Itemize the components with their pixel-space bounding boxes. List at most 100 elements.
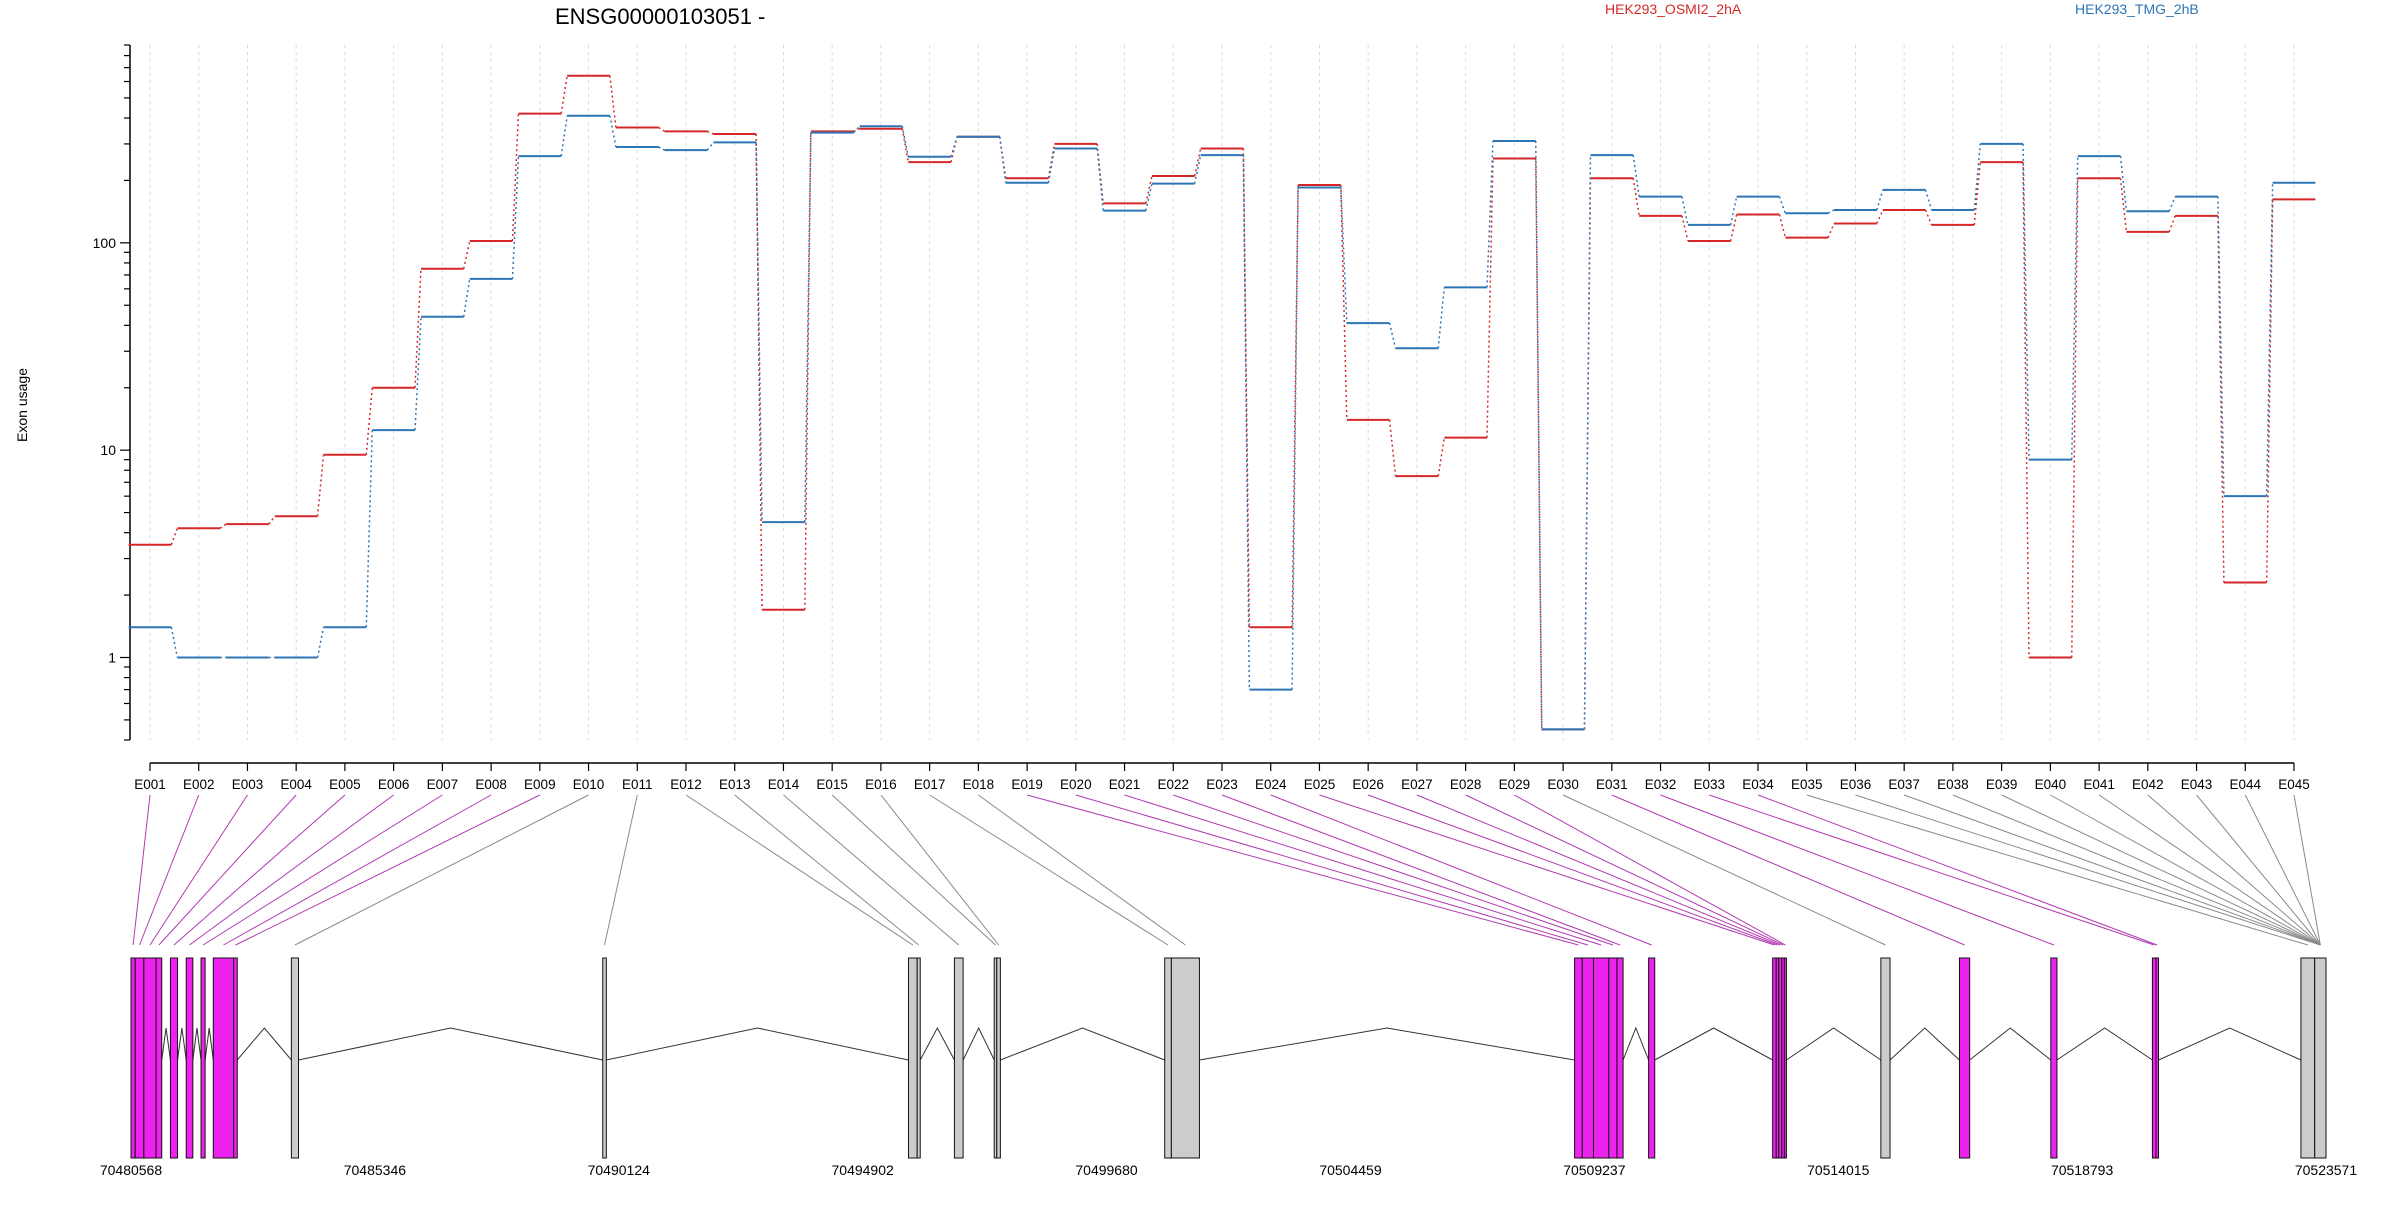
intron xyxy=(1786,1027,1882,1061)
series-connector xyxy=(1388,322,1397,349)
exon-box xyxy=(916,957,921,1159)
series-connector xyxy=(950,136,958,158)
exon-box xyxy=(290,957,300,1159)
exon-connector xyxy=(173,794,346,946)
x-tick-label: E024 xyxy=(1255,777,1287,792)
exon-box xyxy=(953,957,964,1159)
series-connector xyxy=(268,515,276,525)
series-connector xyxy=(1291,185,1299,628)
exon-connector xyxy=(1075,794,1589,946)
exon-box xyxy=(2151,957,2157,1159)
exon-connector xyxy=(149,794,248,946)
exon-connector xyxy=(1952,794,2321,946)
exon-connector xyxy=(1221,794,1621,946)
x-tick-label: E035 xyxy=(1791,777,1823,792)
series-connector xyxy=(950,136,958,163)
series-connector xyxy=(1876,209,1884,224)
intron xyxy=(1199,1027,1575,1061)
coordinate-label: 70480568 xyxy=(100,1162,163,1178)
genomic-coordinate-labels: 70480568 70485346 70490124 70494902 70499680… xyxy=(100,1162,2358,1178)
series-connector xyxy=(998,136,1007,183)
series-connector xyxy=(609,115,617,148)
x-tick-label: E012 xyxy=(670,777,702,792)
exon-box xyxy=(130,957,136,1159)
x-tick-label: E007 xyxy=(427,777,459,792)
exon-box xyxy=(200,957,206,1159)
series-connector xyxy=(1583,155,1592,730)
exon-box xyxy=(143,957,157,1159)
coordinate-label: 70499680 xyxy=(1075,1162,1138,1178)
series-connector xyxy=(1047,143,1056,179)
x-tick-label: E040 xyxy=(2035,777,2067,792)
intron xyxy=(177,1027,187,1061)
series-connector xyxy=(1681,196,1689,226)
exon-box xyxy=(2050,957,2058,1159)
gene-model xyxy=(130,957,2327,1159)
series-1 xyxy=(128,114,2316,731)
series-connector xyxy=(1924,189,1933,211)
exon-box xyxy=(1880,957,1891,1159)
exon-connector xyxy=(202,794,443,946)
x-tick-label: E038 xyxy=(1937,777,1969,792)
coordinate-label: 70504459 xyxy=(1319,1162,1382,1178)
series-connector xyxy=(560,115,568,157)
series-connector xyxy=(1534,140,1543,730)
exon-connector xyxy=(978,794,1186,946)
x-tick-label: E006 xyxy=(378,777,410,792)
x-tick-label: E027 xyxy=(1401,777,1433,792)
series-connector xyxy=(170,528,179,545)
legend-entry-osmi2: HEK293_OSMI2_2hA xyxy=(1605,1,1742,17)
intron xyxy=(919,1026,955,1061)
exon-connector xyxy=(132,794,151,946)
x-tick-label: E003 xyxy=(232,777,264,792)
exon-box xyxy=(2300,957,2316,1159)
coordinate-label: 70518793 xyxy=(2051,1162,2114,1178)
x-tick-label: E005 xyxy=(329,777,361,792)
series-connector xyxy=(219,523,227,529)
x-tick-label: E009 xyxy=(524,777,556,792)
exon-connector xyxy=(1173,794,1614,946)
series-connector xyxy=(1827,209,1835,214)
exon-box xyxy=(1772,957,1777,1159)
series-connector xyxy=(365,387,374,455)
series-connector xyxy=(804,132,812,523)
exon-box xyxy=(1783,957,1787,1159)
series-connector xyxy=(1778,196,1787,214)
exon-box xyxy=(1648,957,1656,1159)
y-axis: 1 10 100 xyxy=(93,44,131,741)
series-connector xyxy=(1437,437,1446,477)
intron xyxy=(1969,1027,2052,1061)
intron xyxy=(606,1027,909,1061)
exon-connectors xyxy=(132,794,2321,946)
x-tick-label: E013 xyxy=(719,777,751,792)
exon-connector xyxy=(235,794,541,946)
series-connector xyxy=(1632,154,1640,197)
exon-connector xyxy=(189,794,394,946)
series-lines xyxy=(128,74,2316,731)
exon-box xyxy=(212,957,235,1159)
series-connector xyxy=(2119,178,2128,232)
intron xyxy=(2158,1027,2302,1061)
y-tick-label: 100 xyxy=(93,235,117,251)
x-tick-label: E018 xyxy=(963,777,995,792)
y-axis-label: Exon usage xyxy=(14,368,30,442)
x-tick-label: E002 xyxy=(183,777,215,792)
exon-connector xyxy=(831,794,996,946)
intron xyxy=(192,1027,202,1061)
exon-connector xyxy=(880,794,999,946)
legend-entry-tmg: HEK293_TMG_2hB xyxy=(2075,1,2199,17)
exon-box xyxy=(134,957,145,1159)
x-tick-label: E029 xyxy=(1499,777,1531,792)
intron xyxy=(2056,1027,2153,1061)
series-connector xyxy=(316,454,325,517)
series-connector xyxy=(560,75,568,114)
series-connector xyxy=(609,75,617,128)
exon-box xyxy=(1608,957,1618,1159)
coordinate-label: 70494902 xyxy=(832,1162,895,1178)
exon-box xyxy=(1170,957,1200,1159)
exon-box xyxy=(996,957,1001,1159)
series-connector xyxy=(462,240,471,269)
x-tick-label: E043 xyxy=(2181,777,2213,792)
series-connector xyxy=(316,627,325,658)
